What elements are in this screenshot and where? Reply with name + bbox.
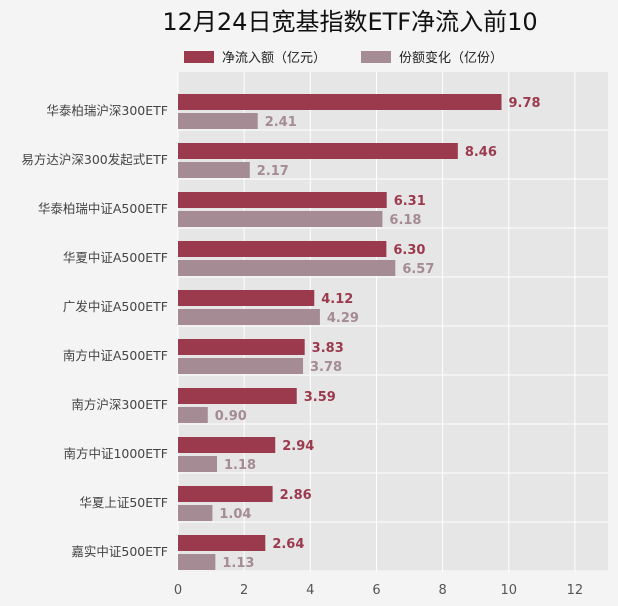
value-label-net-inflow: 2.86 [280, 488, 312, 503]
bar-net-inflow [178, 94, 502, 110]
legend-label-net-inflow: 净流入额（亿元） [222, 51, 326, 66]
x-tick-label: 0 [174, 583, 182, 598]
category-label: 华夏上证50ETF [79, 495, 168, 510]
value-label-share-change: 0.90 [215, 409, 247, 424]
category-label: 华泰柏瑞中证A500ETF [38, 201, 168, 216]
value-label-share-change: 2.17 [257, 164, 289, 179]
bar-share-change [178, 211, 383, 227]
category-label: 南方中证A500ETF [63, 348, 168, 363]
bar-share-change [178, 309, 320, 325]
value-label-net-inflow: 6.31 [394, 194, 426, 209]
bar-share-change [178, 358, 304, 374]
value-label-share-change: 2.41 [265, 115, 297, 130]
x-axis-ticks: 0 2 4 6 8 10 12 [174, 583, 583, 598]
bar-net-inflow [178, 437, 276, 453]
value-label-net-inflow: 3.59 [304, 390, 336, 405]
value-label-net-inflow: 2.64 [272, 537, 304, 552]
x-tick-label: 6 [372, 583, 380, 598]
bar-net-inflow [178, 535, 266, 551]
bar-net-inflow [178, 486, 273, 502]
category-label: 易方达沪深300发起式ETF [21, 152, 168, 167]
x-tick-label: 12 [567, 583, 584, 598]
category-label: 南方中证1000ETF [63, 446, 168, 461]
value-label-share-change: 4.29 [327, 311, 359, 326]
bar-share-change [178, 505, 213, 521]
legend-label-share-change: 份额变化（亿份） [399, 50, 503, 66]
value-label-net-inflow: 9.78 [508, 96, 540, 111]
value-label-share-change: 6.57 [402, 262, 434, 277]
value-label-net-inflow: 8.46 [465, 145, 497, 160]
category-label: 广发中证A500ETF [63, 299, 168, 314]
legend: 净流入额（亿元） 份额变化（亿份） [184, 50, 503, 66]
legend-swatch-net-inflow [184, 51, 214, 63]
bar-share-change [178, 407, 208, 423]
category-label: 南方沪深300ETF [71, 397, 168, 412]
value-label-net-inflow: 2.94 [282, 439, 314, 454]
bar-share-change [178, 456, 218, 472]
bar-share-change [178, 162, 250, 178]
value-label-share-change: 1.18 [224, 458, 256, 473]
chart-title: 12月24日宽基指数ETF净流入前10 [162, 8, 537, 36]
category-label: 华泰柏瑞沪深300ETF [46, 103, 168, 118]
value-label-share-change: 1.04 [219, 507, 251, 522]
x-tick-label: 4 [306, 583, 314, 598]
bar-net-inflow [178, 143, 458, 159]
bar-net-inflow [178, 339, 305, 355]
value-label-share-change: 1.13 [222, 556, 254, 571]
bar-net-inflow [178, 192, 387, 208]
x-tick-label: 10 [500, 583, 517, 598]
bar-share-change [178, 113, 258, 129]
bar-share-change [178, 260, 396, 276]
bar-net-inflow [178, 290, 315, 306]
legend-swatch-share-change [361, 51, 391, 63]
value-label-net-inflow: 6.30 [393, 243, 425, 258]
value-label-net-inflow: 4.12 [321, 292, 353, 307]
category-label: 华夏中证A500ETF [63, 250, 168, 265]
bar-net-inflow [178, 388, 297, 404]
value-label-net-inflow: 3.83 [312, 341, 344, 356]
value-label-share-change: 3.78 [310, 360, 342, 375]
category-label: 嘉实中证500ETF [71, 544, 168, 559]
bar-share-change [178, 554, 216, 570]
category-labels: 华泰柏瑞沪深300ETF 易方达沪深300发起式ETF 华泰柏瑞中证A500ETF 华… [21, 103, 168, 559]
value-label-share-change: 6.18 [389, 213, 421, 228]
bar-net-inflow [178, 241, 387, 257]
bars: 9.78 2.41 8.46 2.17 6.31 6.18 6.30 6.57 4.12 4.29… [178, 94, 541, 571]
x-tick-label: 8 [438, 583, 446, 598]
x-tick-label: 2 [240, 583, 248, 598]
